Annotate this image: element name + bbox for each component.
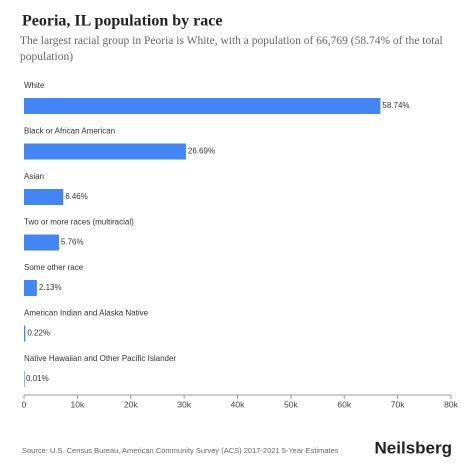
- value-label: 2.13%: [39, 283, 62, 292]
- value-label: 0.01%: [26, 374, 49, 383]
- bar: [24, 143, 186, 160]
- x-tick-label: 40k: [231, 399, 245, 409]
- value-label: 6.46%: [65, 192, 88, 201]
- category-label: Native Hawaiian and Other Pacific Island…: [24, 354, 176, 363]
- x-tick-label: 80k: [444, 399, 458, 409]
- category-label: Black or African American: [24, 127, 115, 136]
- bar: [24, 189, 64, 205]
- x-tick-label: 50k: [284, 399, 298, 409]
- value-label: 26.69%: [188, 147, 215, 156]
- category-label: Some other race: [24, 263, 84, 272]
- x-tick-label: 70k: [391, 399, 405, 409]
- brand-logo: Neilsberg: [375, 438, 452, 457]
- category-label: White: [24, 81, 45, 90]
- category-label: Asian: [24, 172, 44, 181]
- x-tick-label: 10k: [71, 399, 85, 409]
- value-label: 0.22%: [27, 329, 50, 338]
- value-label: 58.74%: [382, 101, 409, 110]
- chart-subtitle: The largest racial group in Peoria is Wh…: [20, 35, 443, 63]
- category-label: American Indian and Alaska Native: [24, 309, 149, 318]
- bar: [24, 325, 26, 342]
- x-tick-label: 30k: [177, 399, 191, 409]
- x-tick-label: 20k: [124, 399, 138, 409]
- bar: [24, 234, 59, 251]
- bar: [24, 371, 25, 387]
- bar: [24, 98, 381, 114]
- chart-title: Peoria, IL population by race: [22, 13, 222, 30]
- value-label: 5.76%: [61, 238, 84, 247]
- subtitle-box: The largest racial group in Peoria is Wh…: [20, 35, 443, 63]
- bar: [24, 280, 37, 296]
- x-tick-label: 60k: [337, 399, 351, 409]
- category-label: Two or more races (multiracial): [24, 218, 134, 227]
- x-tick-label: 0: [22, 399, 27, 409]
- source: Source: U.S. Census Bureau, American Com…: [22, 446, 339, 455]
